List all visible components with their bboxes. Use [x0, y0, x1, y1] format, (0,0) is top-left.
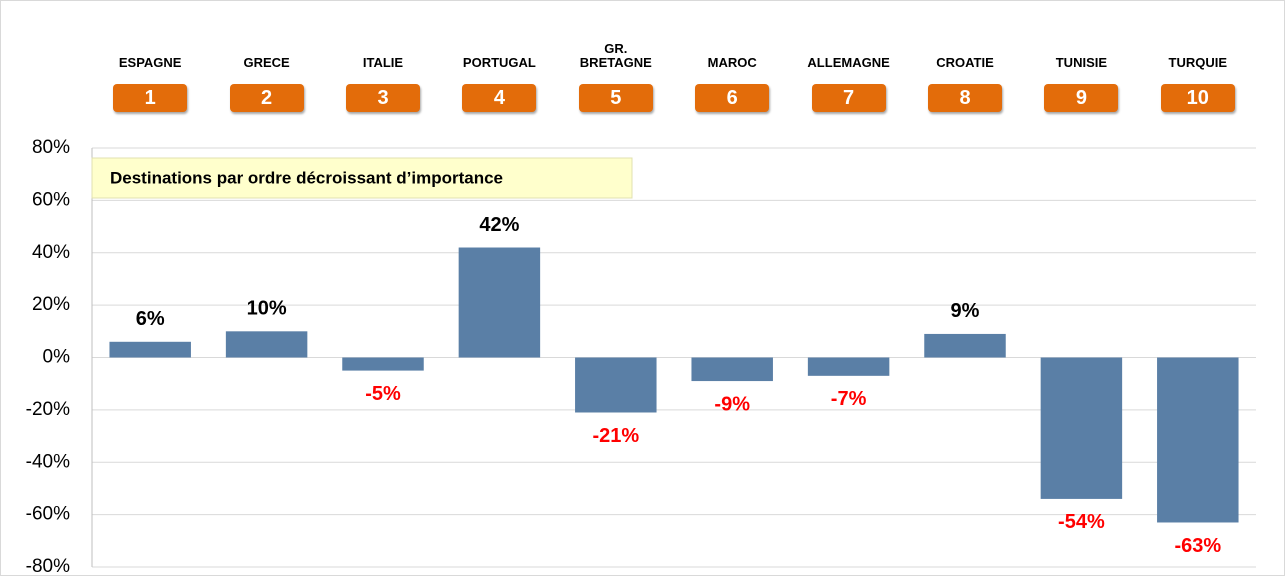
category-label: GRECE — [243, 55, 290, 70]
annotation-box — [91, 157, 633, 199]
category-label: TUNISIE — [1055, 55, 1108, 70]
y-tick-label: -20% — [26, 399, 70, 420]
rank-badge: 8 — [928, 84, 1002, 112]
bar — [1157, 357, 1239, 523]
rank-badge: 2 — [229, 84, 304, 112]
bar — [807, 357, 890, 376]
data-label: -63% — [1174, 535, 1221, 557]
y-tick-label: 40% — [32, 242, 70, 263]
rank-badge: 4 — [462, 84, 537, 112]
category-label: MAROC — [707, 55, 757, 70]
data-label: -9% — [714, 393, 750, 415]
rank-badge: 9 — [1044, 84, 1119, 112]
bar — [691, 357, 773, 382]
bar — [458, 247, 541, 358]
category-label: ITALIE — [362, 55, 404, 70]
rank-badge: 7 — [811, 84, 886, 112]
category-label: TURQUIE — [1168, 55, 1228, 70]
bar — [225, 331, 308, 358]
bar — [1040, 357, 1123, 499]
category-label: CROATIE — [936, 55, 994, 70]
data-label: -5% — [365, 383, 401, 405]
category-label: GR. BRETAGNE — [579, 41, 652, 70]
rank-badge: 3 — [346, 84, 420, 112]
y-tick-label: -40% — [26, 451, 70, 472]
category-label: ESPAGNE — [118, 55, 182, 70]
bar — [342, 357, 424, 371]
y-tick-label: 80% — [32, 137, 70, 158]
annotation: Destinations par ordre décroissant d’imp… — [110, 168, 503, 187]
category-label: PORTUGAL — [462, 55, 536, 70]
rank-badge: 6 — [695, 84, 770, 112]
bar — [109, 341, 191, 358]
y-tick-label: 60% — [32, 189, 70, 210]
y-tick-label: 20% — [32, 294, 70, 315]
data-label: 42% — [479, 214, 519, 236]
data-label: 9% — [951, 300, 980, 322]
rank-badge: 1 — [113, 84, 188, 112]
data-label: -21% — [592, 425, 639, 447]
data-label: -7% — [831, 388, 867, 410]
y-tick-label: -80% — [26, 556, 70, 576]
data-label: 6% — [136, 308, 165, 330]
category-label: ALLEMAGNE — [807, 55, 890, 70]
bar — [924, 333, 1006, 358]
rank-badge: 5 — [578, 84, 653, 112]
data-label: -54% — [1058, 511, 1105, 533]
rank-badge: 10 — [1160, 84, 1235, 112]
y-tick-label: -60% — [26, 504, 70, 525]
data-label: 10% — [247, 298, 287, 320]
y-tick-label: 0% — [43, 347, 71, 368]
bar — [575, 357, 657, 413]
